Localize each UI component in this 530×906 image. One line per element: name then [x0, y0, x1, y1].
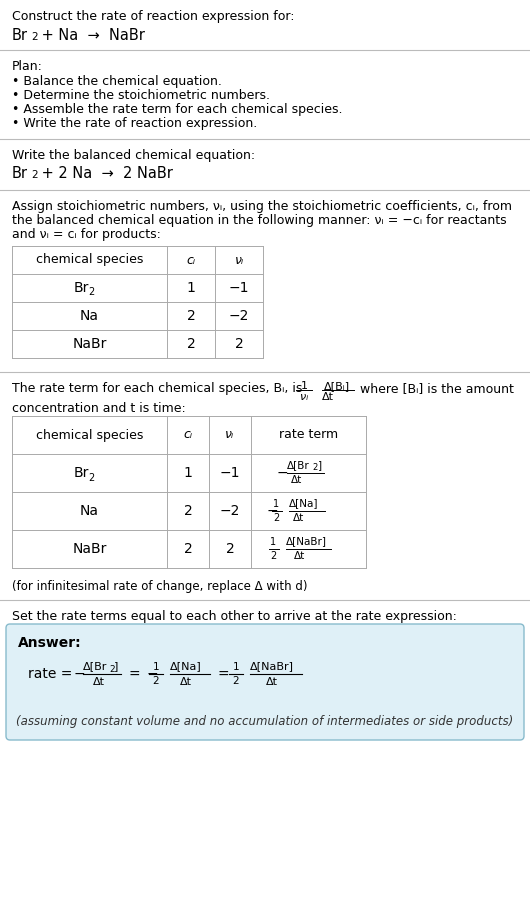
Text: νᵢ: νᵢ: [225, 429, 235, 441]
Text: 2: 2: [187, 309, 196, 323]
Text: −: −: [74, 667, 86, 681]
Text: −2: −2: [229, 309, 249, 323]
Text: 1: 1: [270, 537, 277, 547]
Text: −1: −1: [229, 281, 249, 295]
Text: −: −: [277, 466, 288, 480]
Text: 1: 1: [153, 662, 160, 672]
Text: 2: 2: [31, 170, 38, 180]
Text: • Assemble the rate term for each chemical species.: • Assemble the rate term for each chemic…: [12, 103, 342, 116]
Text: 2: 2: [273, 513, 280, 523]
Text: NaBr: NaBr: [72, 542, 107, 556]
Text: =: =: [218, 667, 234, 681]
Text: νᵢ: νᵢ: [234, 254, 244, 266]
Text: Plan:: Plan:: [12, 60, 43, 73]
Text: Na: Na: [80, 309, 99, 323]
Text: 2: 2: [89, 473, 95, 483]
Text: 2: 2: [233, 676, 240, 686]
Text: Write the balanced chemical equation:: Write the balanced chemical equation:: [12, 149, 255, 162]
Text: chemical species: chemical species: [36, 429, 143, 441]
Text: Δt: Δt: [322, 392, 334, 402]
Text: Δ[NaBr]: Δ[NaBr]: [250, 661, 294, 671]
Text: Construct the rate of reaction expression for:: Construct the rate of reaction expressio…: [12, 10, 295, 23]
Text: NaBr: NaBr: [72, 337, 107, 351]
Text: Δt: Δt: [266, 677, 278, 687]
Text: Br: Br: [12, 166, 28, 181]
Text: 1: 1: [187, 281, 196, 295]
Text: 2: 2: [235, 337, 243, 351]
Text: 2: 2: [183, 504, 192, 518]
Text: ]: ]: [317, 460, 322, 470]
Text: −: −: [147, 667, 158, 681]
Text: Br: Br: [74, 466, 89, 480]
Text: 2: 2: [187, 337, 196, 351]
Text: Δ[Br: Δ[Br: [83, 661, 108, 671]
Text: + 2 Na  →  2 NaBr: + 2 Na → 2 NaBr: [37, 166, 173, 181]
Text: −: −: [267, 504, 278, 518]
Text: Δ[Br: Δ[Br: [287, 460, 309, 470]
Text: + Na  →  NaBr: + Na → NaBr: [37, 28, 145, 43]
Text: Assign stoichiometric numbers, νᵢ, using the stoichiometric coefficients, cᵢ, fr: Assign stoichiometric numbers, νᵢ, using…: [12, 200, 512, 213]
Text: 2: 2: [226, 542, 234, 556]
Text: Answer:: Answer:: [18, 636, 82, 650]
Text: 1: 1: [273, 499, 279, 509]
Text: chemical species: chemical species: [36, 254, 143, 266]
Text: Δ[NaBr]: Δ[NaBr]: [286, 536, 326, 546]
Text: Na: Na: [80, 504, 99, 518]
Text: rate =: rate =: [28, 667, 77, 681]
Text: 2: 2: [109, 664, 114, 673]
Text: and νᵢ = cᵢ for products:: and νᵢ = cᵢ for products:: [12, 228, 161, 241]
Text: νᵢ: νᵢ: [300, 392, 308, 402]
Text: 2: 2: [153, 676, 160, 686]
Text: 2: 2: [313, 464, 318, 473]
Text: 2: 2: [89, 287, 95, 297]
Text: Δt: Δt: [293, 513, 304, 523]
Text: 2: 2: [31, 32, 38, 42]
Text: −2: −2: [220, 504, 240, 518]
Text: rate term: rate term: [279, 429, 338, 441]
Text: Δt: Δt: [294, 551, 305, 561]
Text: concentration and t is time:: concentration and t is time:: [12, 402, 185, 415]
Text: Set the rate terms equal to each other to arrive at the rate expression:: Set the rate terms equal to each other t…: [12, 610, 457, 623]
Text: Δ[Na]: Δ[Na]: [288, 498, 318, 508]
Text: where [Bᵢ] is the amount: where [Bᵢ] is the amount: [356, 382, 514, 395]
Text: • Write the rate of reaction expression.: • Write the rate of reaction expression.: [12, 117, 257, 130]
Text: Δt: Δt: [290, 475, 302, 485]
Text: • Determine the stoichiometric numbers.: • Determine the stoichiometric numbers.: [12, 89, 270, 102]
Text: cᵢ: cᵢ: [183, 429, 192, 441]
Text: 2: 2: [270, 551, 277, 561]
Text: 1: 1: [233, 662, 240, 672]
Text: Δt: Δt: [93, 677, 105, 687]
Text: 1: 1: [183, 466, 192, 480]
Text: Br: Br: [12, 28, 28, 43]
Text: Δ[Bᵢ]: Δ[Bᵢ]: [324, 381, 350, 391]
Text: (assuming constant volume and no accumulation of intermediates or side products): (assuming constant volume and no accumul…: [16, 716, 514, 728]
Text: (for infinitesimal rate of change, replace Δ with d): (for infinitesimal rate of change, repla…: [12, 580, 307, 593]
Text: cᵢ: cᵢ: [187, 254, 196, 266]
Text: =: =: [129, 667, 145, 681]
Text: the balanced chemical equation in the following manner: νᵢ = −cᵢ for reactants: the balanced chemical equation in the fo…: [12, 214, 507, 227]
Text: −1: −1: [220, 466, 240, 480]
Text: ]: ]: [114, 661, 118, 671]
Text: • Balance the chemical equation.: • Balance the chemical equation.: [12, 75, 222, 88]
Text: The rate term for each chemical species, Bᵢ, is: The rate term for each chemical species,…: [12, 382, 306, 395]
Text: Δ[Na]: Δ[Na]: [170, 661, 202, 671]
FancyBboxPatch shape: [6, 624, 524, 740]
Text: 2: 2: [183, 542, 192, 556]
Text: Δt: Δt: [180, 677, 192, 687]
Text: Br: Br: [74, 281, 89, 295]
Text: 1: 1: [301, 381, 307, 391]
